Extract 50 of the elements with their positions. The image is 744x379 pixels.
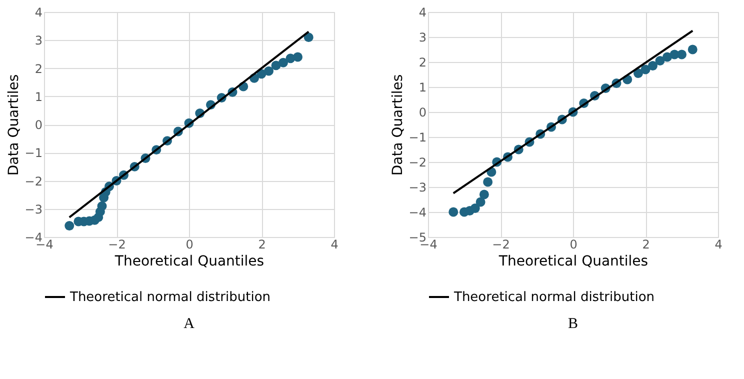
point [448,207,458,217]
y-tick-label: 1 [34,90,42,104]
legend-label: Theoretical normal distribution [453,290,655,305]
y-tick-label: 3 [418,30,426,44]
point [304,32,314,42]
y-tick-label: 1 [418,80,426,94]
point [479,190,489,200]
y-tick-label: −1 [408,130,426,144]
text: A [184,316,195,332]
y-tick-label: −4 [408,206,426,220]
point [470,204,480,213]
legend-label: Theoretical normal distribution [69,290,271,305]
point [264,66,274,76]
x-tick-label: 0 [186,238,194,252]
y-tick-label: 3 [34,34,42,48]
x-tick-label: 2 [258,238,266,252]
point [677,50,686,60]
text: B [568,316,578,332]
x-tick-label: 4 [714,238,722,252]
point [483,177,493,187]
y-tick-label: −3 [24,202,42,216]
y-tick-label: 2 [34,62,42,76]
point [64,221,74,230]
point [476,197,486,207]
y-tick-label: −2 [24,174,42,188]
x-tick-label: −2 [108,238,126,252]
x-axis-title: Theoretical Quantiles [498,254,648,270]
y-axis-title: Data Quartiles [6,74,22,176]
point [97,201,107,211]
y-tick-label: 0 [418,106,426,120]
y-tick-label: 4 [34,6,42,20]
y-tick-label: −2 [408,156,426,170]
y-tick-label: −5 [408,230,426,244]
y-tick-label: −1 [24,146,42,160]
point [648,61,658,70]
point [293,52,302,62]
y-tick-label: 4 [418,6,426,20]
point [655,56,665,66]
x-tick-label: 2 [642,238,650,252]
y-tick-label: −3 [408,180,426,194]
y-axis-title: Data Quartiles [390,74,406,176]
point [688,44,698,54]
point [640,64,650,74]
x-tick-label: 0 [570,238,578,252]
x-tick-label: −2 [492,238,510,252]
x-tick-label: 4 [330,238,338,252]
y-tick-label: 2 [418,56,426,70]
x-axis-title: Theoretical Quantiles [114,254,264,270]
y-tick-label: 0 [34,118,42,132]
point [278,58,288,68]
